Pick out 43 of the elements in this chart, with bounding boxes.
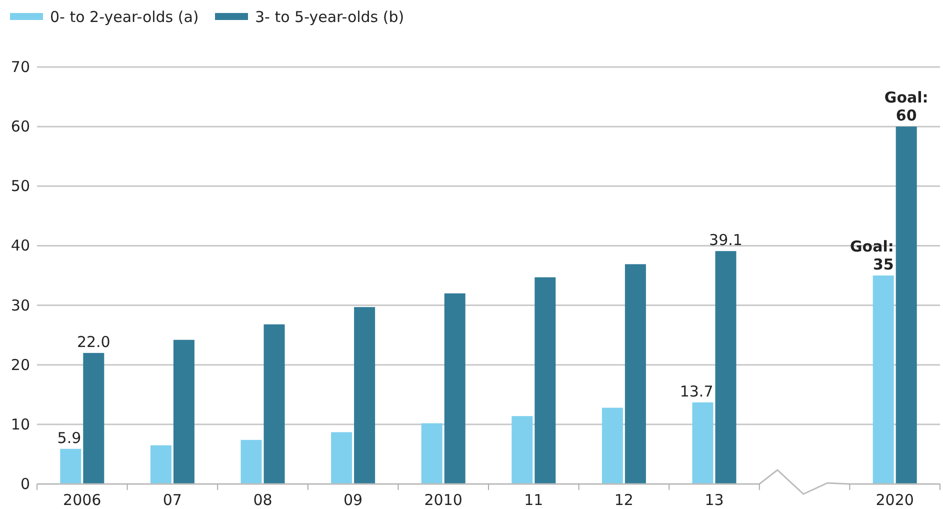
x-tick-label: 13 [704, 491, 724, 509]
x-tick-label: 2020 [876, 491, 914, 509]
x-tick-label: 12 [614, 491, 634, 509]
y-tick-label: 40 [10, 236, 30, 255]
bar [83, 352, 104, 484]
y-tick-label: 20 [10, 356, 30, 374]
legend-label: 0- to 2-year-olds (a) [50, 8, 199, 26]
y-tick-label: 0 [20, 475, 30, 493]
y-tick-label: 10 [10, 415, 30, 434]
bar [715, 251, 736, 484]
bar [534, 277, 556, 484]
bar [264, 324, 285, 484]
bar [331, 432, 352, 484]
bar [354, 307, 376, 484]
bar [444, 293, 466, 484]
y-tick-label: 50 [10, 177, 30, 196]
data-label: 39.1 [709, 231, 742, 250]
x-tick-label: 07 [162, 491, 182, 509]
x-tick-label: 2006 [63, 491, 102, 509]
bar [60, 448, 82, 484]
bar [240, 440, 262, 484]
bar [150, 445, 172, 484]
bar [173, 340, 194, 484]
y-tick-label: 30 [10, 296, 30, 314]
bar [896, 126, 917, 484]
x-tick-label: 09 [344, 491, 363, 509]
y-tick-label: 70 [10, 58, 30, 76]
data-label: Goal: 60 [884, 88, 928, 125]
x-tick-label: 08 [253, 491, 272, 509]
y-tick-label: 60 [10, 118, 30, 136]
bar [624, 264, 646, 484]
x-tick-label: 2010 [424, 491, 462, 509]
bar [602, 408, 623, 484]
legend-label: 3- to 5-year-olds (b) [255, 8, 404, 26]
bar [421, 423, 442, 484]
data-label: Goal: 35 [850, 238, 894, 274]
bar [692, 402, 714, 484]
bar [872, 276, 894, 484]
data-label: 5.9 [57, 428, 82, 447]
x-tick-label: 11 [524, 491, 544, 509]
data-label: 13.7 [680, 382, 714, 400]
data-label: 22.0 [76, 332, 110, 351]
bar [512, 416, 533, 484]
